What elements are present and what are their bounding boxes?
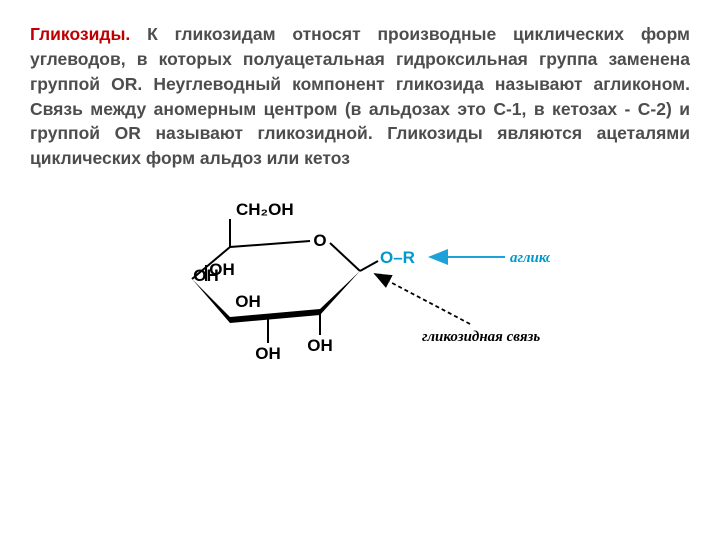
svg-text:OH: OH xyxy=(255,344,281,363)
svg-text:O: O xyxy=(313,231,326,250)
diagram-container: OCH₂OHOHOHOHOHOHO–Rагликонгликозидная св… xyxy=(30,189,690,379)
svg-text:OH: OH xyxy=(235,292,261,311)
svg-text:OH: OH xyxy=(307,336,333,355)
paragraph: Гликозиды. К гликозидам относят производ… xyxy=(30,22,690,171)
glycoside-structure: OCH₂OHOHOHOHOHOHO–Rагликонгликозидная св… xyxy=(170,189,550,379)
svg-text:CH₂OH: CH₂OH xyxy=(236,200,294,219)
svg-text:O–R: O–R xyxy=(380,248,415,267)
title: Гликозиды. xyxy=(30,24,130,44)
svg-text:OH: OH xyxy=(209,260,235,279)
body-text: К гликозидам относят производные цикличе… xyxy=(30,24,690,168)
svg-text:гликозидная связь: гликозидная связь xyxy=(422,329,540,345)
svg-text:агликон: агликон xyxy=(510,250,550,266)
